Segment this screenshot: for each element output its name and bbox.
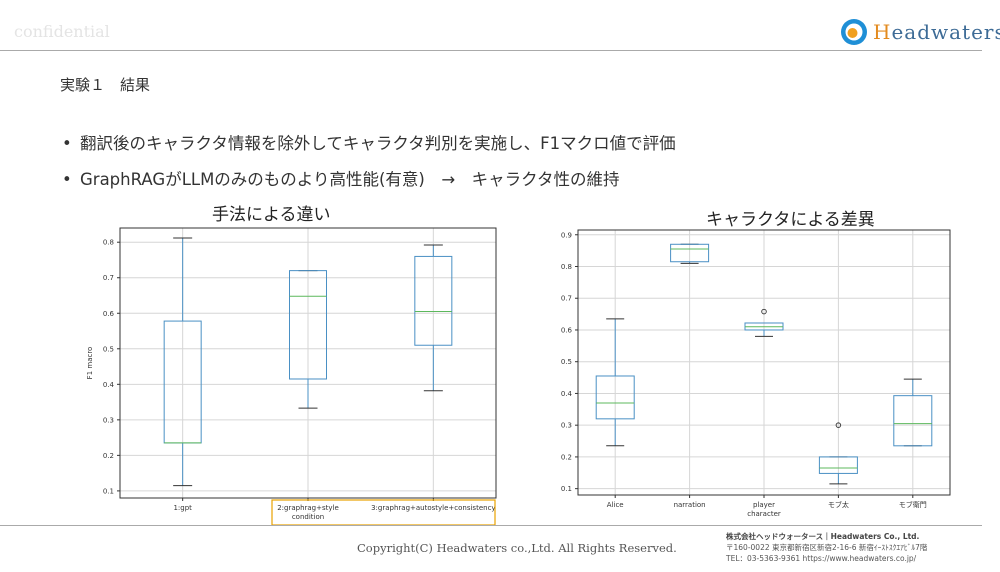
x-tick-label-line: player: [753, 501, 775, 509]
boxplot-character: 0.1 0.2 0.3 0.4 0.5 0.6 0.7 0.8 0.9 Alice narratio…: [561, 229, 951, 518]
y-tick-label: 0.4: [103, 381, 115, 389]
company-contact: TEL：03-5363-9361 https://www.headwaters.…: [726, 554, 917, 563]
x-tick-label-line: condition: [292, 513, 324, 521]
y-tick-label: 0.2: [103, 452, 114, 460]
bullet-dot-icon: •: [62, 134, 72, 153]
y-axis-label: F1 macro: [86, 347, 94, 380]
y-tick-label: 0.6: [561, 326, 573, 334]
x-tick-label-line: モブ太: [828, 500, 849, 509]
x-tick-label-line: 1:gpt: [173, 504, 192, 512]
y-tick-label: 0.3: [561, 422, 572, 430]
y-tick-label: 0.7: [561, 295, 572, 303]
y-tick-label: 0.1: [561, 485, 572, 493]
outlier-point: [761, 308, 767, 315]
company-name: 株式会社ヘッドウォータース｜Headwaters Co., Ltd.: [726, 532, 920, 541]
y-tick-label: 0.4: [561, 390, 573, 398]
x-tick-label-line: 3:graphrag+autostyle+consistency: [371, 504, 495, 512]
headwaters-logo-icon: [841, 19, 867, 45]
box-iqr: [893, 395, 933, 447]
box-iqr: [289, 270, 327, 380]
logo-initial: H: [873, 20, 892, 44]
bullet-item: • 翻訳後のキャラクタ情報を除外してキャラクタ判別を実施し、F1マクロ値で評価: [62, 130, 676, 154]
plot-frame: [119, 227, 497, 499]
x-tick-label: player character: [747, 501, 781, 518]
bullet-item: • GraphRAGがLLMのみのものより高性能(有意) → キャラクタ性の維持: [62, 166, 620, 190]
x-tick-label: 3:graphrag+autostyle+consistency: [371, 504, 495, 512]
box-iqr: [595, 375, 635, 420]
x-tick-label: モブ太: [828, 500, 849, 509]
boxplot-method: 0.1 0.2 0.3 0.4 0.5 0.6 0.7 0.8 1:gpt 2:graphrag+…: [86, 227, 497, 526]
x-tick-label-line: 2:graphrag+style: [277, 504, 339, 512]
y-tick-label: 0.2: [561, 453, 572, 461]
y-tick-label: 0.5: [561, 358, 572, 366]
x-tick-label: narration: [674, 501, 706, 509]
chart-title-method: 手法による違い: [212, 205, 331, 225]
x-tick-label-line: character: [747, 510, 781, 518]
outlier-point: [835, 422, 842, 428]
box-iqr: [670, 243, 710, 263]
y-tick-label: 0.3: [103, 416, 114, 424]
confidential-watermark: confidential: [14, 22, 110, 41]
header-divider: [0, 50, 982, 51]
company-address: 〒160-0022 東京都新宿区新宿2-16-6 新宿ｲｰｽﾄｽｸｴｱﾋﾞﾙ7階: [726, 543, 928, 552]
bullet-text: 翻訳後のキャラクタ情報を除外してキャラクタ判別を実施し、F1マクロ値で評価: [80, 134, 676, 153]
box-iqr: [818, 456, 858, 474]
headwaters-logo: Headwaters: [840, 17, 1000, 47]
slide-title: 実験１ 結果: [60, 76, 151, 94]
x-tick-label-line: Alice: [607, 501, 624, 509]
x-tick-label-line: narration: [674, 501, 706, 509]
y-tick-label: 0.8: [561, 263, 572, 271]
plot-frame: [577, 229, 951, 496]
x-tick-label: 1:gpt: [173, 504, 192, 512]
y-tick-label: 0.1: [103, 487, 114, 495]
copyright-text: Copyright(C) Headwaters co.,Ltd. All Rig…: [357, 541, 677, 555]
chart-title-character: キャラクタによる差異: [706, 210, 875, 230]
bullet-text: GraphRAGがLLMのみのものより高性能(有意) → キャラクタ性の維持: [80, 170, 620, 189]
x-tick-label: モブ衛門: [899, 500, 927, 509]
x-tick-label: 2:graphrag+style condition: [277, 504, 339, 521]
footer-divider: [0, 525, 982, 526]
y-tick-label: 0.8: [103, 239, 114, 247]
y-tick-label: 0.7: [103, 274, 114, 282]
logo-wordmark: Headwaters: [873, 20, 1000, 44]
y-tick-label: 0.5: [103, 345, 114, 353]
x-tick-label-line: モブ衛門: [899, 500, 927, 509]
box-iqr: [414, 255, 453, 346]
y-tick-label: 0.6: [103, 310, 115, 318]
x-tick-label: Alice: [607, 501, 624, 509]
y-tick-label: 0.9: [561, 231, 572, 239]
bullet-dot-icon: •: [62, 170, 72, 189]
